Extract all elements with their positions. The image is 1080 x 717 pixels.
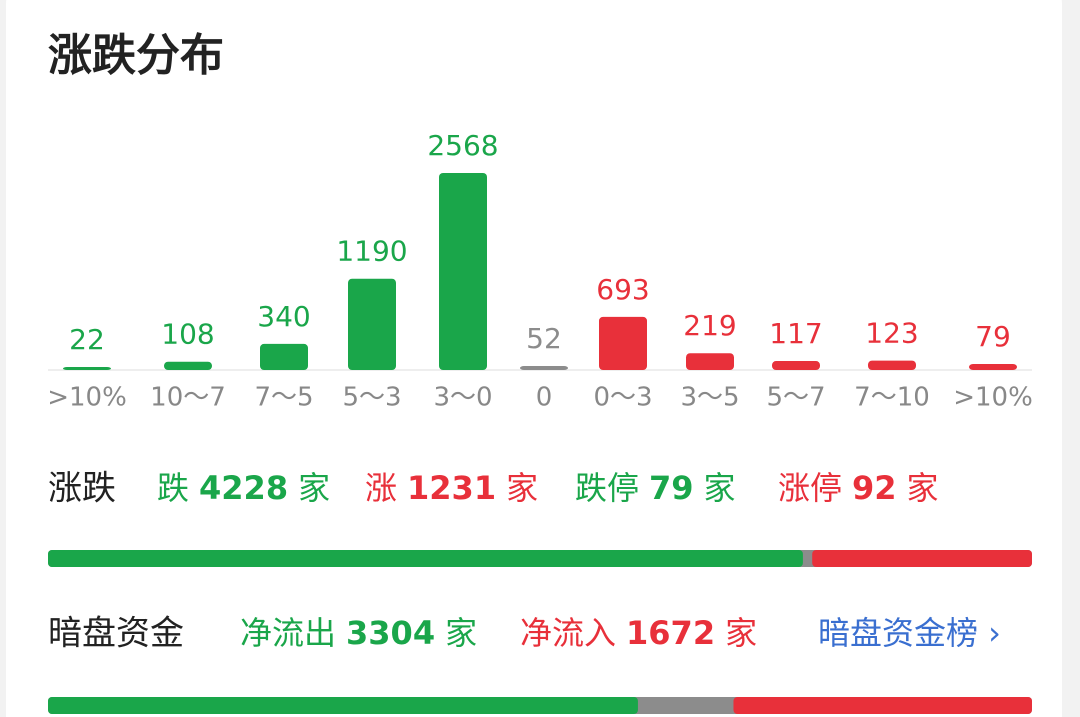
- x-tick-label: 0: [536, 383, 553, 413]
- section-title: 涨跌分布: [48, 30, 224, 81]
- row-label: 暗盘资金: [48, 614, 184, 654]
- x-tick-label: 10～7: [150, 383, 226, 413]
- bar: [164, 361, 212, 370]
- stat: 净流出 3304 家: [240, 614, 477, 652]
- bar: [599, 316, 647, 370]
- progress-down: [48, 697, 638, 714]
- bar: [772, 361, 820, 370]
- bar: [686, 353, 734, 370]
- stat-prefix: 净流出: [240, 614, 336, 652]
- stat-value: 92: [852, 469, 897, 507]
- stat-prefix: 涨: [365, 469, 397, 507]
- x-tick-label: 3～0: [433, 383, 492, 413]
- x-tick-label: >10%: [47, 383, 127, 413]
- value-label: 2568: [427, 129, 498, 162]
- stat: 净流入 1672 家: [520, 614, 757, 652]
- x-tick-label: 7～5: [254, 383, 313, 413]
- stat-value: 1672: [626, 614, 715, 652]
- stat-prefix: 涨停: [778, 469, 842, 507]
- link[interactable]: 暗盘资金榜 ›: [818, 614, 1001, 652]
- stat-unit: 家: [445, 614, 477, 652]
- progress-up: [812, 550, 1032, 567]
- stat-prefix: 净流入: [520, 614, 616, 652]
- x-tick-label: 3～5: [680, 383, 739, 413]
- stat-value: 79: [649, 469, 694, 507]
- value-label: 693: [596, 273, 649, 306]
- progress-down: [48, 550, 803, 567]
- progress-up: [733, 697, 1032, 714]
- stat-prefix: 跌停: [575, 469, 639, 507]
- bar: [969, 363, 1017, 370]
- stat: 跌停 79 家: [575, 469, 736, 507]
- value-label: 117: [769, 317, 822, 350]
- value-label: 340: [257, 300, 310, 333]
- stat: 涨停 92 家: [778, 469, 939, 507]
- bar: [520, 366, 568, 370]
- value-label: 1190: [336, 235, 407, 268]
- x-tick-label: 5～3: [342, 383, 401, 413]
- card-bg: [6, 0, 1062, 717]
- stat-prefix: 跌: [157, 469, 189, 507]
- stat-unit: 家: [907, 469, 939, 507]
- stat: 跌 4228 家: [157, 469, 330, 507]
- value-label: 52: [526, 322, 562, 355]
- stat-unit: 家: [298, 469, 330, 507]
- x-tick-label: 5～7: [766, 383, 825, 413]
- x-tick-label: 7～10: [854, 383, 930, 413]
- bar: [348, 278, 396, 370]
- stat-unit: 家: [704, 469, 736, 507]
- bar: [868, 360, 916, 370]
- row-label: 涨跌: [48, 469, 116, 509]
- stat-value: 1231: [407, 469, 496, 507]
- value-label: 22: [69, 323, 105, 356]
- stat-unit: 家: [725, 614, 757, 652]
- value-label: 108: [161, 318, 214, 351]
- x-tick-label: 0～3: [593, 383, 652, 413]
- stat-value: 4228: [199, 469, 288, 507]
- bar: [260, 343, 308, 370]
- bar: [63, 367, 111, 370]
- stat: 涨 1231 家: [365, 469, 538, 507]
- stat-value: 3304: [346, 614, 435, 652]
- value-label: 79: [975, 320, 1011, 353]
- stat-unit: 家: [506, 469, 538, 507]
- bar: [439, 173, 487, 370]
- x-tick-label: >10%: [953, 383, 1033, 413]
- value-label: 123: [865, 317, 918, 350]
- value-label: 219: [683, 309, 736, 342]
